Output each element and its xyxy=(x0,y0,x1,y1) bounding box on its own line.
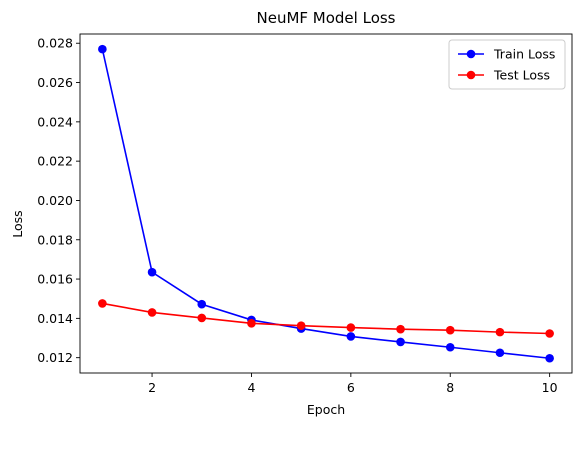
y-tick-label: 0.028 xyxy=(37,36,73,51)
y-tick-label: 0.012 xyxy=(37,350,73,365)
y-tick-label: 0.020 xyxy=(37,193,73,208)
y-axis: 0.012 0.014 0.016 0.018 0.020 0.022 0.024 0.026… xyxy=(37,36,80,365)
data-point xyxy=(396,337,405,347)
data-point xyxy=(147,267,157,277)
x-tick-label: 10 xyxy=(542,380,558,395)
legend: Train Loss Test Loss xyxy=(448,39,566,90)
y-tick-label: 0.014 xyxy=(37,311,73,326)
data-point xyxy=(545,353,554,363)
x-axis: 2 4 6 8 10 xyxy=(148,373,558,395)
y-axis-title: Loss xyxy=(10,210,25,237)
series-line-1 xyxy=(101,48,550,360)
data-point xyxy=(396,324,405,334)
x-tick-label: 8 xyxy=(446,380,454,395)
legend-label: Test Loss xyxy=(493,68,550,83)
y-tick-label: 0.022 xyxy=(37,154,73,169)
data-point xyxy=(147,308,157,317)
y-tick-label: 0.016 xyxy=(37,272,73,287)
x-tick-label: 4 xyxy=(247,380,255,395)
data-point xyxy=(495,348,505,358)
x-axis-title: Epoch xyxy=(307,402,345,417)
legend-label: Train Loss xyxy=(493,47,555,62)
x-tick-label: 6 xyxy=(347,380,355,395)
data-point xyxy=(495,327,505,337)
plot-area: 2 4 6 8 10 0.012 0.014 0.016 0.018 0.020 0.022 0.02… xyxy=(37,33,573,395)
data-point xyxy=(98,299,107,308)
data-point xyxy=(445,342,455,352)
data-point xyxy=(545,329,554,338)
y-tick-label: 0.026 xyxy=(37,75,73,90)
chart-title: NeuMF Model Loss xyxy=(257,9,396,27)
x-tick-label: 2 xyxy=(148,380,156,395)
data-point xyxy=(445,325,455,335)
legend-marker xyxy=(466,49,476,59)
legend-marker xyxy=(466,70,476,80)
data-point xyxy=(296,321,306,330)
series-2 xyxy=(98,299,554,338)
y-tick-label: 0.024 xyxy=(37,114,73,129)
legend-item: Test Loss xyxy=(458,68,550,83)
data-point xyxy=(197,299,207,309)
data-point xyxy=(346,323,356,332)
plot-frame xyxy=(79,33,573,374)
data-point xyxy=(346,332,356,341)
data-point xyxy=(197,313,207,323)
data-point xyxy=(98,44,107,54)
series-line-2 xyxy=(102,302,550,335)
y-tick-label: 0.018 xyxy=(37,232,73,247)
data-point xyxy=(247,318,256,328)
legend-item: Train Loss xyxy=(458,47,555,62)
legend-box xyxy=(448,39,566,90)
